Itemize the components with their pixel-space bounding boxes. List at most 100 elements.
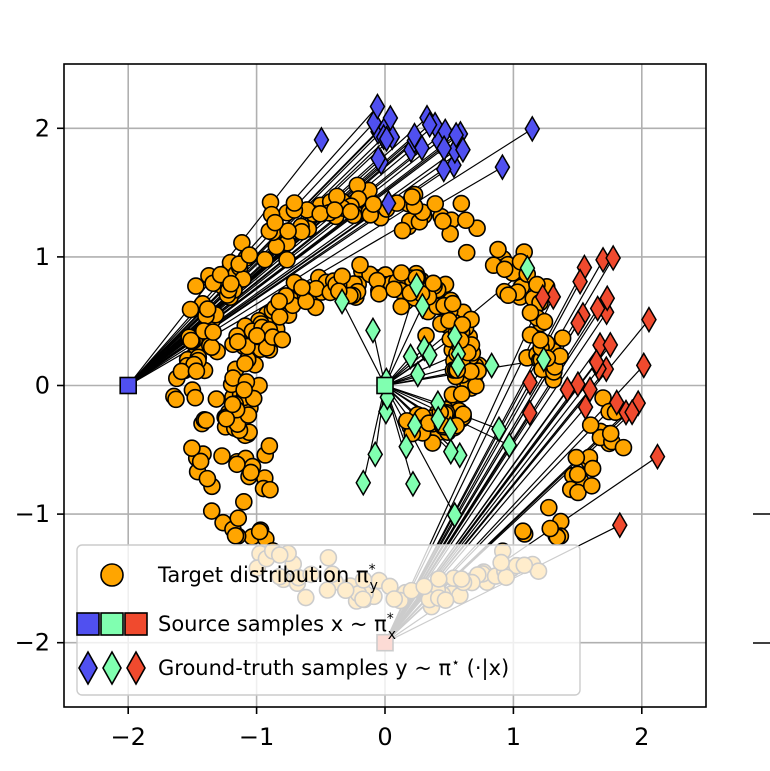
target-point [172, 362, 191, 381]
ground-truth-point [582, 376, 598, 404]
target-point [364, 195, 383, 213]
ground-truth-point [334, 288, 350, 315]
target-point [495, 260, 514, 279]
source-point [119, 376, 137, 395]
ground-truth-point [406, 411, 423, 439]
ground-truth-point [570, 309, 586, 337]
target-point [267, 237, 286, 256]
ground-truth-point [380, 189, 397, 217]
target-point [240, 246, 259, 264]
ground-truth-point [409, 360, 426, 388]
legend-label: Target distribution π* y [157, 562, 378, 594]
target-point [531, 331, 550, 349]
target-point [521, 303, 540, 322]
target-point [285, 194, 304, 212]
legend-square-marker [124, 612, 148, 636]
ground-truth-point [624, 398, 640, 426]
target-point [392, 297, 411, 316]
ground-truth-point [483, 352, 500, 379]
target-point [569, 483, 587, 502]
x-tick-label: −1 [239, 723, 274, 751]
ground-truth-point [534, 283, 551, 311]
x-tick-label: 1 [506, 723, 521, 751]
coupling-lines [127, 106, 658, 644]
target-point [198, 469, 217, 488]
target-point [235, 493, 253, 511]
coupling-line [384, 305, 423, 386]
ground-truth-point [599, 284, 616, 312]
ground-truth-point [414, 292, 431, 320]
ground-truth-point [450, 352, 466, 380]
target-point [202, 502, 221, 520]
ground-truth-point [611, 511, 628, 539]
target-point [191, 452, 210, 471]
ground-truth-point [436, 134, 452, 162]
target-point [202, 338, 221, 357]
target-point [489, 240, 507, 259]
legend-square-marker [76, 612, 100, 636]
ground-truth-point [421, 111, 438, 139]
target-point [213, 447, 231, 465]
ground-truth-point [442, 438, 459, 466]
target-point [293, 278, 311, 297]
target-point [242, 463, 260, 482]
target-point [182, 331, 200, 350]
target-point [393, 221, 412, 240]
legend: Target distribution π* y Source samples x … [76, 544, 581, 696]
ground-truth-point [501, 431, 518, 459]
target-point [333, 267, 351, 286]
ground-truth-point [406, 122, 423, 150]
target-point [229, 509, 248, 527]
x-tick-label: 2 [634, 723, 649, 751]
y-tick-label: −1 [15, 500, 50, 528]
target-point [226, 526, 245, 545]
ground-truth-point [378, 125, 395, 153]
target-point [553, 329, 572, 347]
ground-truth-point [448, 121, 464, 149]
ground-truth-point [435, 155, 452, 183]
legend-label: Source samples x ~ π* x [158, 611, 396, 643]
axis-ticks: −2 −1 0 1 2 −2 −1 0 1 2 [15, 114, 650, 751]
legend-diamond-marker [102, 650, 122, 686]
target-point [256, 250, 274, 269]
ground-truth-point [535, 345, 552, 373]
ground-truth-point [367, 440, 384, 468]
legend-square-marker [100, 612, 124, 636]
ground-truth-point [588, 348, 605, 376]
target-point [207, 390, 226, 408]
coupling-line [127, 117, 391, 386]
target-point [457, 211, 475, 230]
target-point [614, 438, 633, 457]
ground-truth-point [430, 405, 447, 433]
coupling-line [127, 150, 456, 386]
target-point [187, 277, 205, 295]
target-point [499, 286, 518, 305]
target-point [434, 212, 452, 231]
legend-diamond-marker [126, 650, 146, 686]
ground-truth-point [355, 469, 372, 497]
target-point [341, 202, 360, 221]
legend-circle-marker [100, 563, 124, 587]
coupling-line [384, 385, 456, 516]
ground-truth-point [608, 389, 625, 417]
target-point [452, 385, 471, 403]
ground-truth-point [589, 295, 606, 323]
target-point [426, 195, 445, 213]
ground-truth-point [641, 306, 657, 334]
ground-truth-point [446, 501, 463, 529]
ground-truth-point [602, 331, 619, 359]
ground-truth-point [455, 136, 471, 164]
target-point [250, 522, 269, 541]
y-tick-label: −2 [15, 629, 50, 657]
ground-truth-point [408, 272, 425, 299]
target-point [582, 476, 601, 495]
target-point [514, 522, 532, 541]
coupling-line [362, 385, 386, 483]
target-point [581, 416, 600, 434]
target-point [223, 395, 242, 414]
target-point [261, 480, 279, 499]
ground-truth-point [405, 470, 421, 498]
target-point [228, 455, 246, 474]
y-tick-label: 0 [35, 372, 50, 400]
